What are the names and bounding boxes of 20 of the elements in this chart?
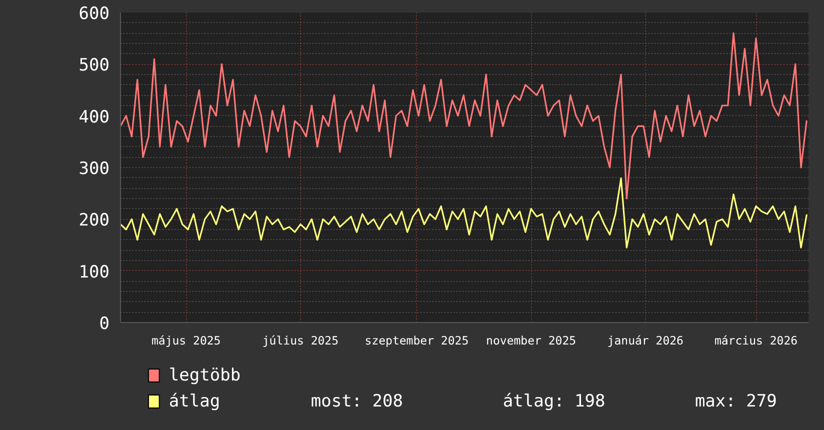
x-tick-label: november 2025 [486, 334, 576, 348]
x-tick-label: január 2026 [607, 334, 684, 348]
x-tick-label: július 2025 [262, 334, 339, 348]
y-tick-label: 0 [99, 314, 110, 334]
line-series [120, 178, 808, 248]
legend-label: legtöbb [168, 366, 241, 386]
text: max: 279 [694, 392, 777, 412]
x-tick-label: május 2025 [151, 334, 221, 348]
y-tick-label: 500 [78, 56, 110, 76]
y-tick-label: 100 [78, 262, 110, 282]
text: most: 208 [310, 392, 403, 412]
y-tick-label: 400 [78, 107, 110, 128]
legend-label: átlag [168, 392, 220, 412]
y-tick-label: 600 [78, 4, 110, 24]
line-series [120, 32, 808, 200]
x-tick-label: szeptember 2025 [364, 334, 469, 348]
y-tick-label: 300 [78, 159, 110, 179]
text: átlag: 198 [502, 392, 606, 412]
y-tick-label: 200 [78, 210, 110, 231]
x-tick-label: március 2026 [714, 334, 798, 348]
